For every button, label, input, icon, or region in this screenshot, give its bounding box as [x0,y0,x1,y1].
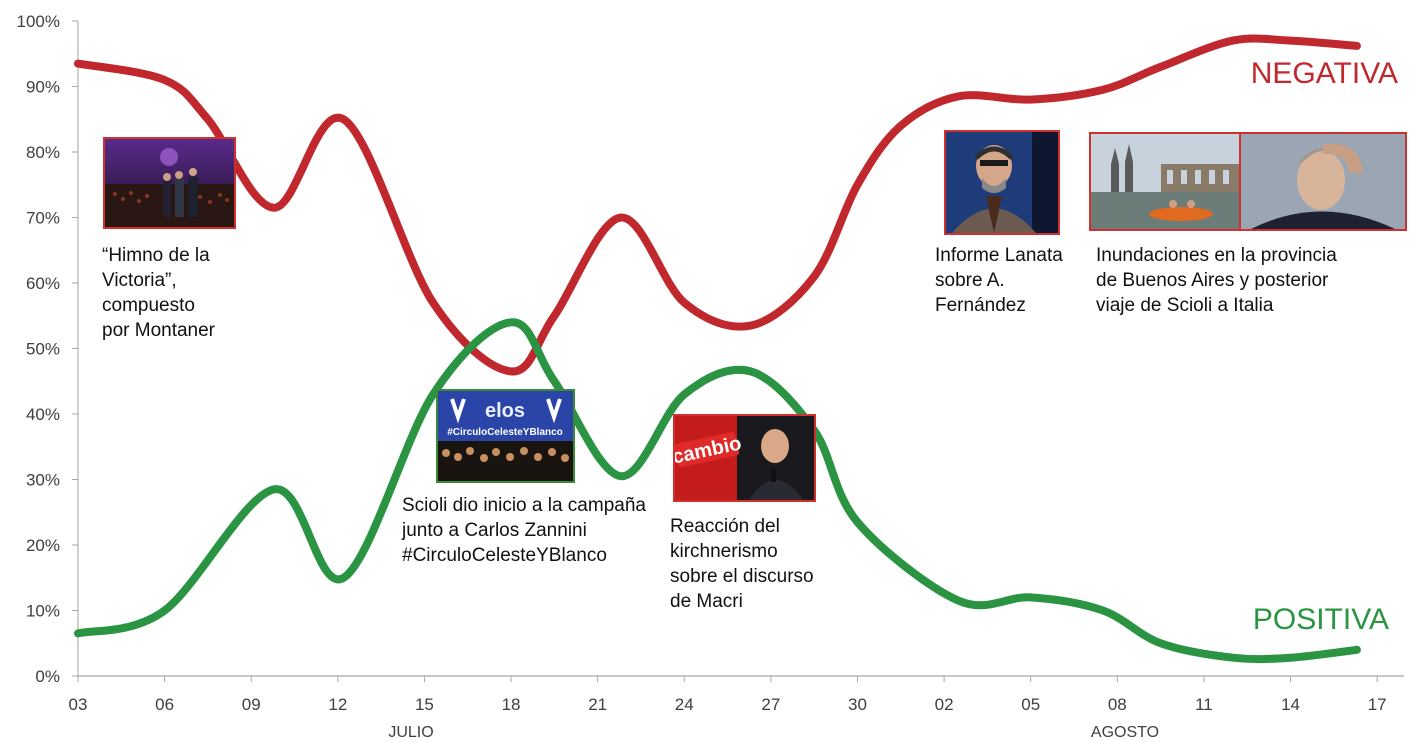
x-tick-label: 09 [242,695,261,714]
x-tick-label: 15 [415,695,434,714]
series-label-positiva: POSITIVA [1253,603,1389,636]
y-tick-label: 100% [17,12,60,31]
x-tick-label: 05 [1021,695,1040,714]
x-tick-label: 18 [502,695,521,714]
macri-photo: cambio [673,414,816,502]
x-tick-label: 17 [1368,695,1387,714]
x-tick-label: 03 [69,695,88,714]
x-tick-label: 24 [675,695,694,714]
annotation-lanata: Informe Lanata sobre A. Fernández [935,245,1063,316]
x-axis-ticks: 03 06 09 12 15 18 21 24 27 30 02 05 08 11 14 17 [69,676,1387,714]
y-tick-label: 30% [26,471,60,490]
y-tick-label: 90% [26,78,60,97]
series-lines [74,34,1361,664]
y-tick-label: 70% [26,209,60,228]
x-tick-label: 12 [328,695,347,714]
floods-photo [1089,132,1407,231]
y-tick-label: 10% [26,602,60,621]
x-tick-label: 11 [1195,695,1213,714]
campaign-photo-logo: elos [485,400,525,422]
y-axis-ticks: 0% 10% 20% 30% 40% 50% 60% 70% 80% 90% 100% [17,12,79,686]
x-tick-label: 21 [588,695,607,714]
campaign-photo: elos #CirculoCelesteYBlanco [436,389,575,483]
annotation-scioli: Scioli dio inicio a la campaña junto a C… [402,495,646,566]
annotation-reaccion: Reacción del kirchnerismo sobre el discu… [670,516,814,612]
lanata-photo [944,130,1060,235]
x-tick-label: 27 [761,695,780,714]
concert-photo [103,137,236,229]
y-tick-label: 60% [26,274,60,293]
campaign-photo-hashtag: #CirculoCelesteYBlanco [447,427,563,438]
y-tick-label: 20% [26,536,60,555]
y-tick-label: 40% [26,405,60,424]
annotation-himno: “Himno de la Victoria”, compuesto por Mo… [102,245,216,341]
x-tick-label: 30 [848,695,867,714]
series-line-positiva [74,318,1361,664]
series-label-negativa: NEGATIVA [1251,57,1398,90]
month-label-agosto: AGOSTO [1091,724,1159,741]
x-tick-label: 08 [1108,695,1127,714]
x-tick-label: 02 [935,695,954,714]
annotation-inundaciones: Inundaciones en la provincia de Buenos A… [1096,245,1337,316]
x-tick-label: 06 [155,695,174,714]
month-label-julio: JULIO [388,724,433,741]
y-tick-label: 0% [35,667,60,686]
series-line-negativa [74,34,1361,376]
y-tick-label: 50% [26,340,60,359]
x-tick-label: 14 [1281,695,1300,714]
y-tick-label: 80% [26,143,60,162]
